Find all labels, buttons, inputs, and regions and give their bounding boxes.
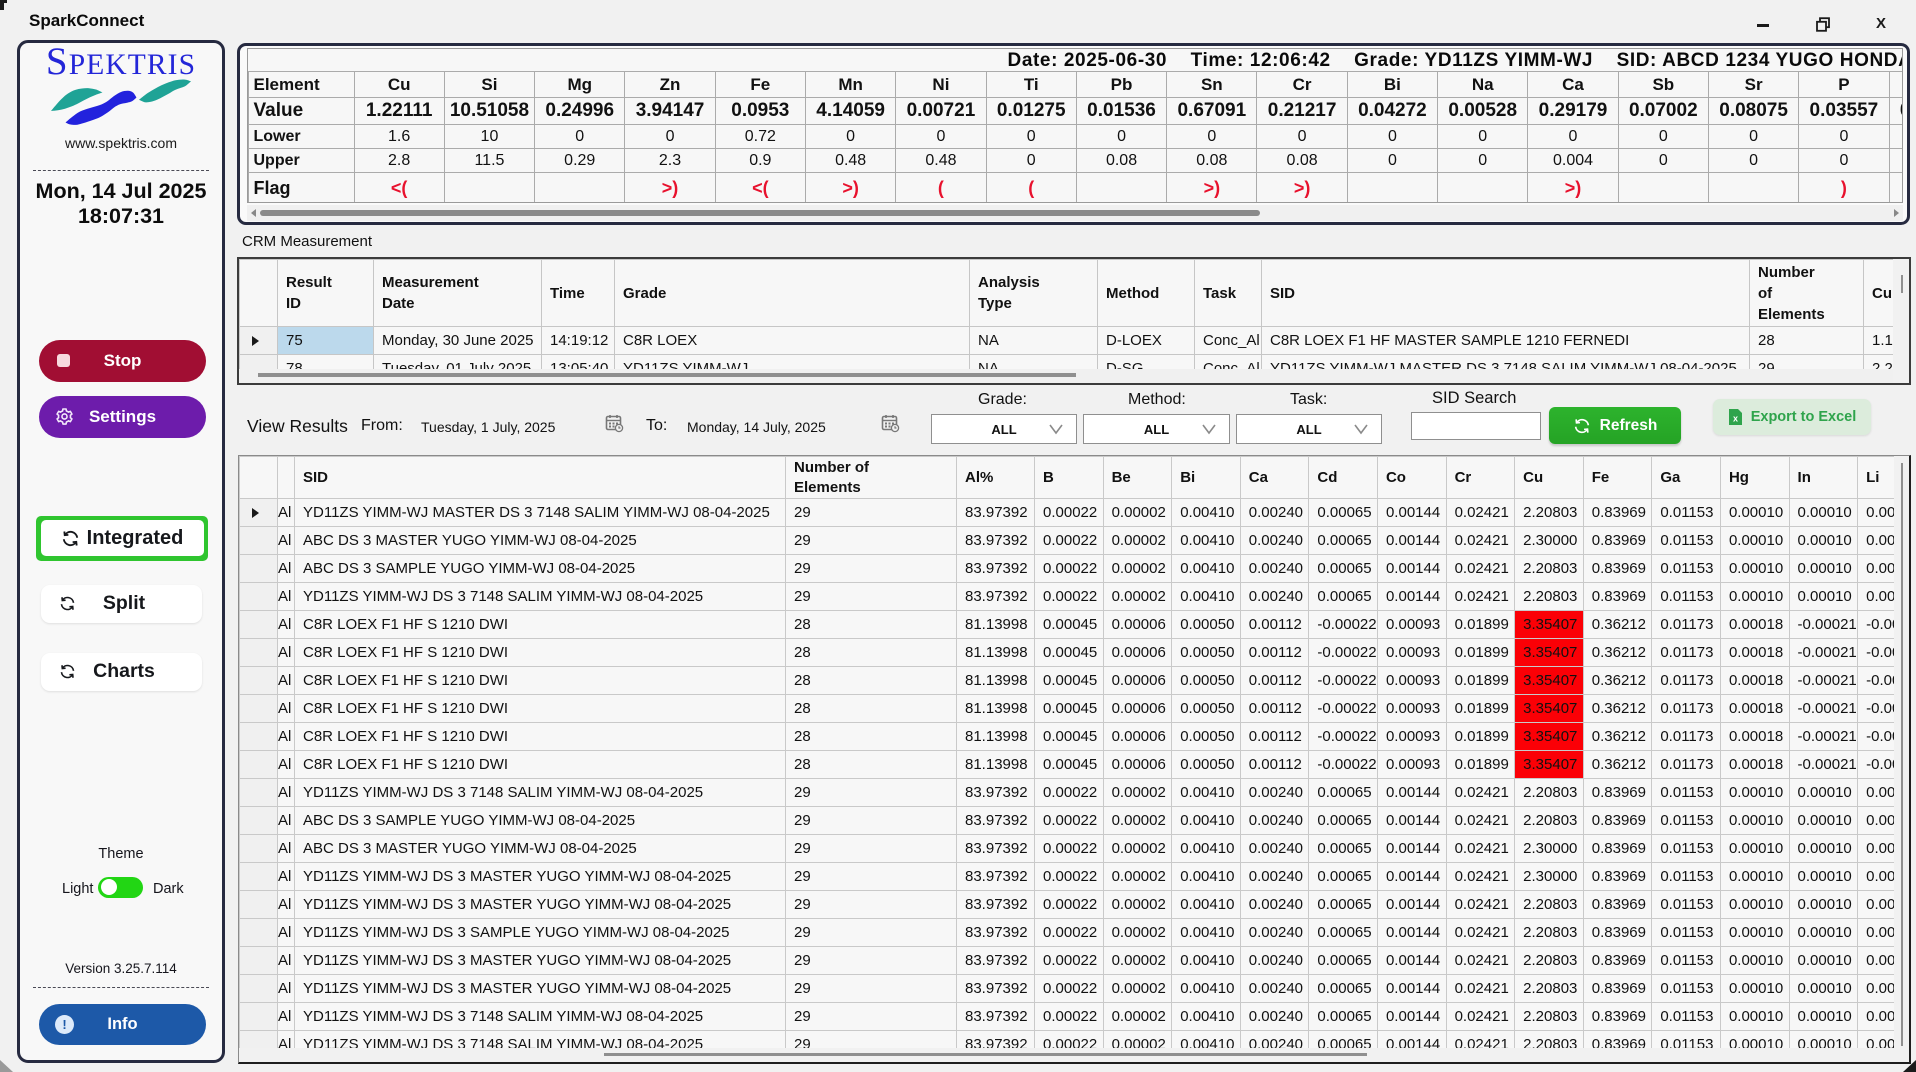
svg-text:x: x [1733,413,1738,423]
